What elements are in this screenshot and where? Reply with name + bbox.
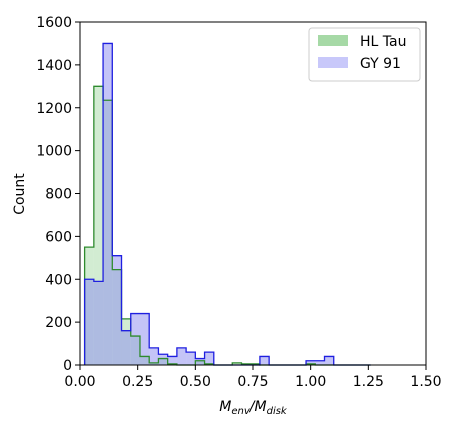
plot-area [83,42,371,366]
x-tick-label: 0.50 [180,374,211,390]
bar-gy-91 [158,354,168,365]
axes: 0.00 0.25 0.50 0.75 1.00 1.25 1.50 0 200 400 600 80… [36,15,441,390]
step-outline-gy-91 [83,42,371,366]
y-tick-label: 0 [63,358,72,374]
bar-gy-91 [315,360,325,365]
bar-hl-tau [93,86,104,365]
bar-gy-91 [176,347,187,365]
series-gy-91 [84,43,334,365]
y-tick-label: 600 [45,229,72,245]
y-tick-label: 1000 [36,144,72,160]
bar-gy-91 [121,330,131,365]
bar-gy-91 [186,352,196,365]
x-label-slash: / [248,399,256,415]
legend-swatch-gy-91 [318,57,348,68]
legend: HL Tau GY 91 [308,27,421,82]
y-tick-label: 1600 [36,15,72,31]
x-tick-label: 0.00 [64,374,95,390]
bar-gy-91 [324,356,334,365]
bar-gy-91 [167,356,177,365]
x-label-denominator-subscript: disk [267,406,288,417]
y-tick-label: 1200 [36,101,72,117]
x-label-numerator: M [219,399,231,415]
legend-swatch-hl-tau [318,35,348,46]
x-tick-label: 1.00 [295,374,326,390]
legend-label-hl-tau: HL Tau [360,34,406,50]
y-tick-label: 800 [45,187,72,203]
bar-gy-91 [130,313,140,365]
bar-gy-91 [112,255,122,365]
y-tick-label: 400 [45,272,72,288]
bar-gy-91 [259,356,270,365]
x-label-numerator-subscript: env [231,406,250,417]
x-label-denominator: M [255,399,267,415]
bar-gy-91 [93,281,104,365]
bar-gy-91 [149,347,159,365]
x-tick-label: 1.25 [353,374,384,390]
x-tick-label: 0.25 [122,374,153,390]
bar-gy-91 [103,43,113,365]
legend-label-gy-91: GY 91 [360,56,401,72]
bar-gy-91 [204,352,214,365]
y-tick-label: 200 [45,315,72,331]
bar-gy-91 [306,360,316,365]
x-tick-label: 1.50 [410,374,441,390]
bar-gy-91 [195,358,205,365]
bar-gy-91 [139,313,150,365]
bar-gy-91 [84,279,94,365]
x-tick-label: 0.75 [237,374,268,390]
bar-hl-tau [232,362,242,365]
y-axis-label: Count [12,173,28,215]
y-tick-label: 1400 [36,58,72,74]
x-axis-label: Menv/Mdisk [219,399,288,417]
